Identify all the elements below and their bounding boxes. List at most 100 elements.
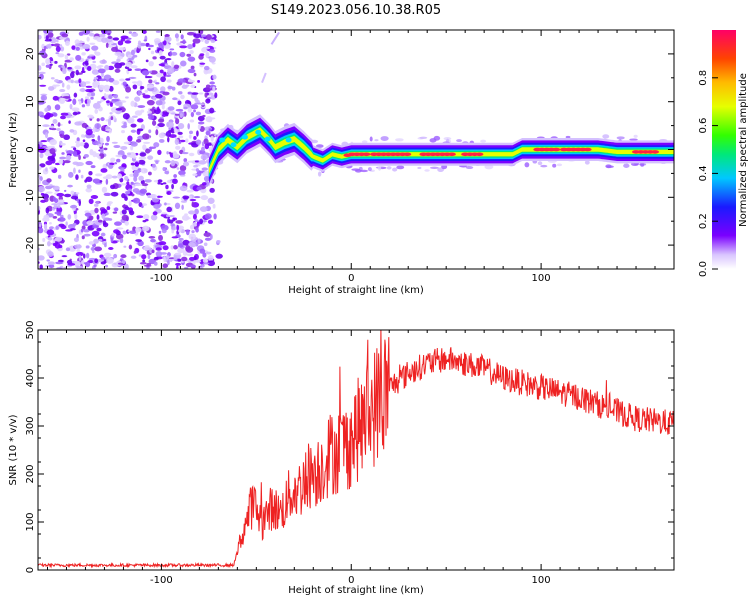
spectrogram-noise-cell [148,129,152,134]
spectrogram-noise-cell [168,219,174,224]
spectrogram-noise-cell [47,261,55,266]
spectrogram-noise-cell [199,206,208,212]
spectrogram-noise-cell [146,262,152,266]
spectrogram-noise-cell [95,201,100,204]
spectrogram-noise-cell [175,37,180,42]
spectrogram-noise-cell [165,130,172,138]
colorbar-label: Normalized spectral amplitude [738,73,749,227]
spectrogram-noise-cell [135,239,142,242]
spectrogram-noise-cell [130,255,137,259]
spectrogram-noise-cell [70,195,78,200]
spectrogram-noise-cell [81,66,85,73]
spectrogram-noise-cell [52,119,58,124]
spectrogram-noise-cell [193,196,201,199]
spectrogram-noise-cell [39,73,44,80]
spectrogram-noise-cell [50,77,55,80]
spectrogram-noise-cell [191,201,195,207]
spectrogram-noise-cell [171,236,179,239]
spectrogram-halo-cell [396,165,405,170]
spectrogram-noise-cell [127,117,135,124]
spectrogram-noise-cell [192,222,197,227]
spectrogram-noise-cell [63,193,72,198]
spectrogram-noise-cell [57,199,65,203]
spectrogram-noise-cell [108,77,115,83]
spectrogram-noise-cell [91,246,95,252]
spectrogram-noise-cell [93,203,99,207]
spectrogram-noise-cell [211,62,216,65]
spectrogram-noise-cell [137,90,141,96]
spectrogram-noise-cell [201,182,207,186]
spectrogram-noise-cell [86,36,90,42]
snr-y-tick-label: 400 [25,368,36,387]
spectrogram-noise-cell [38,165,42,171]
spectrogram-ridge-spot [264,136,271,142]
spectrogram-noise-cell [145,75,153,79]
spectrogram-noise-cell [135,226,142,233]
spectrogram-noise-cell [176,42,183,46]
spectrogram-halo-cell [361,140,368,144]
spectrogram-noise-cell [204,92,208,98]
spectrogram-noise-cell [52,196,56,202]
spectrogram-noise-cell [150,214,158,221]
spectrogram-noise-cell [202,220,207,223]
spectrogram-noise-cell [99,59,108,64]
spectrogram-noise-cell [107,44,114,48]
spectrogram-noise-cell [141,203,148,206]
spectrogram-noise-cell [39,152,44,159]
spectrogram-noise-cell [150,238,156,243]
spectrogram-noise-cell [60,214,64,218]
spectrogram-noise-cell [102,222,109,228]
snr-x-tick-label: 0 [348,575,354,586]
spectrogram-noise-cell [136,80,143,87]
spectrogram-noise-cell [52,216,58,219]
spectrogram-noise-cell [71,45,76,50]
spectrogram-noise-cell [173,255,178,261]
spectrogram-noise-cell [157,179,163,183]
spectrogram-halo-cell [537,161,543,166]
spectrogram-noise-cell [162,245,169,251]
spectrogram-noise-cell [100,168,108,173]
spectrogram-noise-cell [49,166,55,170]
spectrogram-noise-cell [98,78,107,82]
spectrogram-noise-cell [86,98,91,105]
spectrogram-noise-cell [134,161,139,167]
spectrogram-noise-cell [145,148,151,154]
spectrogram-noise-cell [48,38,52,42]
spectrogram-noise-cell [81,122,88,128]
spectrogram-halo-cell [395,138,404,142]
spectrogram-noise-cell [181,151,189,155]
spectrogram-noise-cell [54,236,63,242]
spectrogram-noise-cell [97,68,106,74]
spectrogram-noise-cell [94,51,101,56]
spectrogram-peak-cell [651,150,660,154]
spectrogram-halo-cell [584,160,590,165]
spectrogram-noise-cell [155,82,160,85]
spectrogram-noise-cell [88,241,95,245]
spectrogram-noise-cell [58,97,66,104]
spectrogram-noise-cell [100,137,104,144]
spectrogram-noise-cell [96,258,105,263]
spectrogram-noise-cell [214,92,218,99]
spectrogram-noise-cell [75,54,82,61]
spectrogram-noise-cell [80,174,84,179]
spectrogram-noise-cell [60,115,66,120]
spectrogram-noise-cell [207,219,214,224]
spectrogram-noise-cell [119,238,124,244]
spectrogram-noise-cell [65,221,68,226]
spectrogram-noise-cell [130,145,134,151]
spectrogram-noise-cell [145,218,149,222]
spectrogram-noise-cell [38,147,46,154]
spectrogram-noise-cell [75,161,84,167]
spectrogram-noise-cell [87,114,94,118]
spectrogram-noise-cell [165,74,172,77]
colorbar-tick-label: 0.4 [698,165,709,181]
spectrogram-noise-cell [91,69,100,75]
spectrogram-noise-cell [165,58,172,61]
spectrogram-noise-cell [83,229,90,233]
spectrogram-noise-cell [203,138,209,145]
spectrogram-noise-cell [209,49,216,53]
spectrogram-noise-cell [55,45,61,53]
spectrogram-noise-cell [70,79,74,84]
spectrogram-noise-cell [93,78,96,82]
